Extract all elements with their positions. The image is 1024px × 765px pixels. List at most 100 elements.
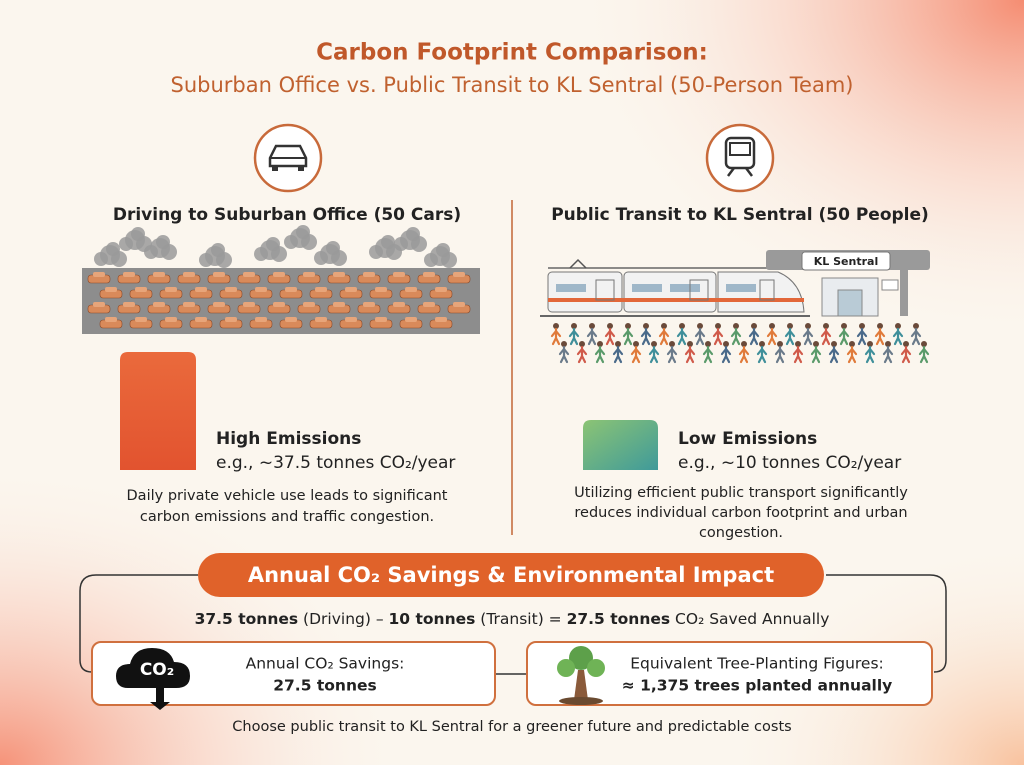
equation-part: (Driving) –: [303, 610, 384, 628]
smog-clouds: [94, 225, 457, 268]
person-head: [633, 341, 639, 347]
equation-part: 37.5 tonnes: [195, 610, 299, 628]
person-head: [867, 341, 873, 347]
car: [327, 272, 351, 284]
person-body: [630, 345, 642, 364]
person-body: [684, 345, 696, 364]
car-roof: [195, 287, 207, 292]
person: [856, 323, 868, 346]
person: [918, 341, 930, 364]
person-head: [841, 323, 847, 329]
car: [249, 317, 273, 329]
person-body: [874, 327, 886, 346]
section-heading: Driving to Suburban Office (50 Cars): [113, 205, 461, 225]
car: [159, 287, 183, 299]
car: [267, 302, 291, 314]
car-roof: [243, 302, 255, 307]
car: [147, 302, 171, 314]
savings-box: [91, 641, 496, 706]
person: [810, 341, 822, 364]
car: [429, 287, 453, 299]
person: [802, 323, 814, 346]
car: [267, 272, 291, 284]
car-roof: [135, 287, 147, 292]
car: [207, 272, 231, 284]
car: [357, 272, 381, 284]
person-head: [759, 341, 765, 347]
description: Utilizing efficient public transport sig…: [574, 485, 908, 501]
person: [604, 323, 616, 346]
person-head: [751, 323, 757, 329]
person: [666, 341, 678, 364]
car-roof: [303, 272, 315, 277]
person-head: [687, 341, 693, 347]
car-roof: [123, 302, 135, 307]
car-roof: [333, 302, 345, 307]
person-head: [597, 341, 603, 347]
equation-part: (Transit) =: [480, 610, 561, 628]
description: reduces individual carbon footprint and …: [574, 505, 907, 521]
person: [792, 341, 804, 364]
equation: 37.5 tonnes (Driving) – 10 tonnes (Trans…: [195, 610, 830, 628]
person-head: [571, 323, 577, 329]
car-roof: [405, 287, 417, 292]
person-head: [895, 323, 901, 329]
car: [357, 302, 381, 314]
car-roof: [243, 272, 255, 277]
car-roof: [153, 302, 165, 307]
smoke-puff: [284, 235, 298, 249]
person-body: [910, 327, 922, 346]
person-body: [846, 345, 858, 364]
car-roof: [195, 317, 207, 322]
person: [676, 323, 688, 346]
smoke-puff: [119, 237, 133, 251]
car-roof: [285, 287, 297, 292]
car: [219, 287, 243, 299]
car: [369, 287, 393, 299]
person: [630, 341, 642, 364]
car: [447, 302, 471, 314]
car-roof: [285, 317, 297, 322]
car: [309, 287, 333, 299]
car-roof: [435, 287, 447, 292]
car-roof: [345, 287, 357, 292]
car-roof: [303, 302, 315, 307]
emission-label: High Emissions: [216, 429, 361, 449]
car: [387, 302, 411, 314]
car-roof: [93, 302, 105, 307]
person-body: [900, 345, 912, 364]
car: [219, 317, 243, 329]
car: [117, 302, 141, 314]
person-head: [697, 323, 703, 329]
person-body: [784, 327, 796, 346]
subtitle: Suburban Office vs. Public Transit to KL…: [171, 73, 854, 97]
car-roof: [405, 317, 417, 322]
smoke-puff: [199, 253, 213, 267]
car: [159, 317, 183, 329]
person-head: [661, 323, 667, 329]
person: [874, 323, 886, 346]
person-body: [568, 327, 580, 346]
car-roof: [393, 272, 405, 277]
person: [892, 323, 904, 346]
smoke-puff: [211, 243, 225, 257]
car: [129, 287, 153, 299]
person-body: [550, 327, 562, 346]
equation-part: 27.5 tonnes: [567, 610, 671, 628]
car: [309, 317, 333, 329]
car-roof: [213, 302, 225, 307]
car-roof: [225, 287, 237, 292]
car: [177, 272, 201, 284]
car: [297, 302, 321, 314]
person: [756, 341, 768, 364]
car: [399, 287, 423, 299]
car: [87, 272, 111, 284]
person-head: [741, 341, 747, 347]
car-roof: [183, 302, 195, 307]
person-body: [612, 345, 624, 364]
car: [339, 317, 363, 329]
car-roof: [213, 272, 225, 277]
car: [147, 272, 171, 284]
